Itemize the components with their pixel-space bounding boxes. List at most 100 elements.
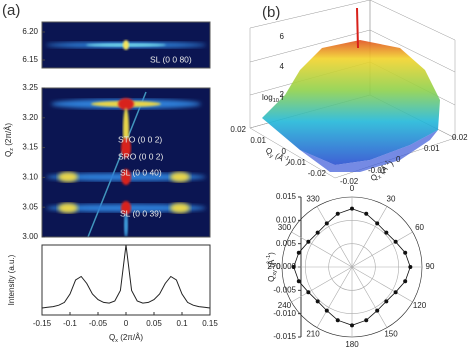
label-part: Q	[109, 333, 115, 342]
intensity-line	[41, 244, 211, 309]
label-part: (2π/Å)	[4, 123, 13, 148]
label-part: Q	[369, 172, 380, 183]
label-part: y	[268, 154, 274, 161]
theta-tick-label: 330	[306, 195, 320, 204]
theta-tick-label: 0	[350, 184, 355, 193]
theta-tick-label: 150	[384, 330, 398, 339]
qy-tick-label: 0.01	[250, 136, 266, 145]
polar-point	[403, 250, 408, 255]
theta-tick-label: 120	[413, 301, 427, 310]
rsm-main-map	[41, 87, 211, 238]
polar-point	[315, 230, 320, 235]
label-part: x	[115, 338, 118, 344]
grid-spoke	[351, 266, 413, 303]
grid-spoke	[351, 206, 388, 268]
theta-tick-label: 60	[415, 223, 424, 232]
y-tick-label: -0.005	[273, 285, 296, 294]
polar-point	[296, 279, 301, 284]
panel-label: (b)	[262, 4, 280, 21]
polar-point	[335, 211, 340, 216]
y-tick-label: -0.010	[273, 309, 296, 318]
label-part: log	[262, 93, 273, 102]
polar-point	[335, 318, 340, 323]
y-tick-label: 3.20	[22, 113, 38, 122]
grid-spoke	[291, 266, 353, 303]
peak-label: SL (0 0 80)	[150, 54, 192, 64]
theta-tick-label: 210	[306, 330, 320, 339]
label-part: -1	[266, 255, 272, 260]
label-part: )	[267, 252, 276, 255]
theta-tick-label: 240	[278, 301, 292, 310]
x-tick-label: -0.1	[63, 319, 77, 328]
panel-label: (a)	[2, 2, 20, 19]
y-axis-label: Qxy (Å-1)	[266, 252, 278, 282]
peak-label: SL (0 0 39)	[120, 208, 162, 218]
x-axis-label: Qx (2π/Å)	[109, 333, 143, 344]
z-tick-label: 2	[280, 90, 285, 99]
x-tick-label: -0.05	[89, 319, 108, 328]
grid-spoke	[291, 231, 353, 268]
polar-point	[393, 239, 398, 244]
qy-tick-label: 0.02	[230, 125, 246, 134]
x-tick-label: 0.1	[176, 319, 188, 328]
label-part: 10	[273, 98, 279, 104]
qy-tick-label: 0	[282, 147, 287, 156]
z-tick-label: 4	[280, 62, 285, 71]
peak-label: STO (0 0 2)	[118, 134, 162, 144]
qy-tick-label: -0.01	[288, 158, 307, 167]
y-tick-label: 3.15	[22, 143, 38, 152]
x-tick-label: -0.15	[33, 319, 52, 328]
polar-point	[324, 308, 329, 313]
polar-point	[375, 308, 380, 313]
polar-point	[384, 299, 389, 304]
polar-point	[306, 239, 311, 244]
polar-point	[350, 323, 354, 328]
label-part: I	[279, 93, 283, 102]
label-part: xy	[272, 270, 278, 276]
theta-tick-label: 300	[278, 223, 292, 232]
qx-tick-label: 0	[396, 155, 401, 164]
y-tick-label: 0.010	[276, 215, 297, 224]
y-tick-label: -0.015	[273, 332, 296, 341]
polar-point	[315, 299, 320, 304]
qx-tick-label: 0.02	[452, 133, 468, 142]
grid-spoke	[316, 266, 353, 328]
label-part: x	[377, 174, 383, 181]
polar-point	[306, 290, 311, 295]
y-tick-label: 0.005	[276, 239, 297, 248]
polar-point	[291, 265, 296, 269]
label-part: z	[9, 148, 15, 151]
polar-point	[384, 230, 389, 235]
label-part: Q	[264, 146, 274, 157]
peak-label: SL (0 0 40)	[120, 167, 162, 177]
label-part: Q	[4, 151, 13, 157]
y-tick-label: 6.20	[22, 27, 38, 36]
qy-axis-label: Qy (Å-1)	[263, 145, 293, 169]
theta-tick-label: 270	[267, 262, 281, 271]
y-axis-label: Qz (2π/Å)	[4, 123, 15, 157]
grid-spoke	[316, 206, 353, 268]
polar-point	[296, 250, 301, 255]
qx-tick-label: -0.01	[368, 166, 387, 175]
x-tick-label: 0.05	[146, 319, 162, 328]
theta-tick-label: 90	[426, 262, 435, 271]
label-part: -1	[282, 155, 289, 163]
label-part: Q	[267, 276, 276, 282]
plot-frame	[41, 244, 211, 316]
label-part: -1	[383, 160, 391, 168]
theta-tick-label: 180	[345, 340, 359, 349]
polar-point	[375, 221, 380, 226]
qx-tick-label: 0.01	[424, 144, 440, 153]
y-axis-label: Intensity (a.u.)	[7, 254, 16, 305]
polar-point	[403, 279, 408, 284]
y-tick-label: 3.10	[22, 173, 38, 182]
polar-point	[324, 221, 329, 226]
polar-point	[364, 211, 369, 216]
y-tick-label: 0.000	[276, 262, 297, 271]
z-axis-label: log10 I	[262, 93, 283, 104]
grid-spoke	[351, 231, 413, 268]
x-tick-label: 0.15	[202, 319, 218, 328]
theta-tick-label: 30	[387, 195, 396, 204]
label-part: (Å	[267, 259, 276, 270]
